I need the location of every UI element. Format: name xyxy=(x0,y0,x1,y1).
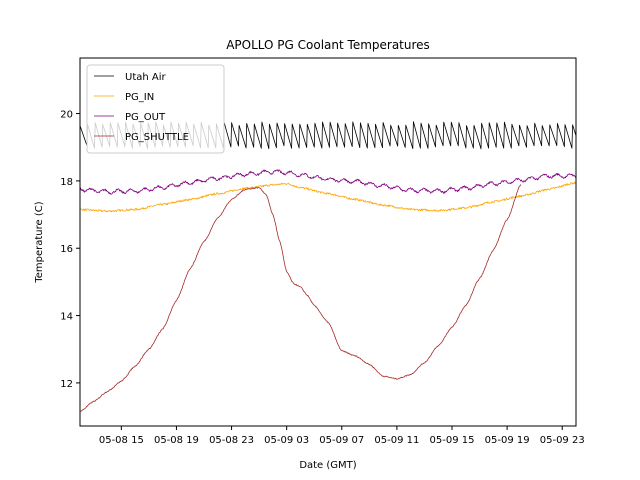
x-tick-label: 05-09 15 xyxy=(430,435,475,446)
x-tick-label: 05-09 11 xyxy=(374,435,419,446)
x-tick-label: 05-08 19 xyxy=(154,435,199,446)
y-tick-label: 16 xyxy=(60,244,73,255)
x-tick-label: 05-08 15 xyxy=(99,435,144,446)
x-axis: 05-08 15 05-08 19 05-08 23 05-09 03 05-09 07… xyxy=(99,426,585,446)
y-tick-label: 18 xyxy=(60,177,73,188)
series-line-pg-in xyxy=(80,181,576,213)
y-tick-label: 14 xyxy=(60,312,73,323)
series-line-pg-out xyxy=(80,169,576,195)
x-tick-label: 05-09 23 xyxy=(540,435,585,446)
x-tick-label: 05-09 07 xyxy=(319,435,364,446)
x-tick-label: 05-09 03 xyxy=(264,435,309,446)
y-tick-label: 20 xyxy=(60,110,73,121)
y-axis-label: Temperature (C) xyxy=(34,201,45,283)
legend-label: PG_OUT xyxy=(125,112,166,123)
y-axis: 12 14 16 18 20 xyxy=(60,110,80,390)
legend-label: PG_IN xyxy=(125,92,154,103)
x-tick-label: 05-08 23 xyxy=(209,435,254,446)
x-tick-label: 05-09 19 xyxy=(485,435,530,446)
y-tick-label: 12 xyxy=(60,379,73,390)
legend: Utah Air PG_IN PG_OUT PG_SHUTTLE xyxy=(86,64,225,154)
chart-title: APOLLO PG Coolant Temperatures xyxy=(226,38,430,52)
legend-label: Utah Air xyxy=(125,72,167,83)
legend-label: PG_SHUTTLE xyxy=(125,132,189,143)
plot-frame xyxy=(79,57,577,427)
series-line-pg-shuttle xyxy=(80,184,522,413)
legend-box xyxy=(86,64,225,154)
x-axis-label: Date (GMT) xyxy=(299,460,356,471)
